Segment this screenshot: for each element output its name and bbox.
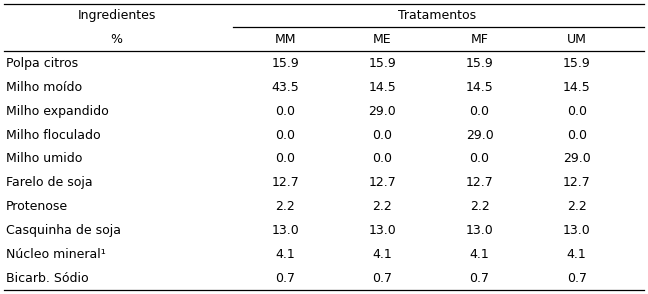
Text: 14.5: 14.5 bbox=[466, 81, 493, 94]
Text: ME: ME bbox=[373, 33, 391, 46]
Text: 0.0: 0.0 bbox=[275, 105, 295, 118]
Text: 0.0: 0.0 bbox=[373, 128, 392, 142]
Text: 15.9: 15.9 bbox=[466, 57, 493, 70]
Text: 0.0: 0.0 bbox=[275, 152, 295, 166]
Text: 12.7: 12.7 bbox=[466, 176, 493, 189]
Text: 2.2: 2.2 bbox=[567, 200, 586, 213]
Text: 14.5: 14.5 bbox=[563, 81, 590, 94]
Text: 2.2: 2.2 bbox=[373, 200, 392, 213]
Text: Milho moído: Milho moído bbox=[6, 81, 82, 94]
Text: 14.5: 14.5 bbox=[369, 81, 396, 94]
Text: 4.1: 4.1 bbox=[567, 248, 586, 261]
Text: 0.7: 0.7 bbox=[470, 272, 489, 285]
Text: Casquinha de soja: Casquinha de soja bbox=[6, 224, 121, 237]
Text: 12.7: 12.7 bbox=[563, 176, 590, 189]
Text: 13.0: 13.0 bbox=[466, 224, 493, 237]
Text: 0.7: 0.7 bbox=[373, 272, 392, 285]
Text: 13.0: 13.0 bbox=[272, 224, 299, 237]
Text: MF: MF bbox=[470, 33, 489, 46]
Text: 4.1: 4.1 bbox=[470, 248, 489, 261]
Text: 0.0: 0.0 bbox=[470, 105, 489, 118]
Text: 12.7: 12.7 bbox=[272, 176, 299, 189]
Text: 0.7: 0.7 bbox=[567, 272, 586, 285]
Text: 15.9: 15.9 bbox=[272, 57, 299, 70]
Text: 4.1: 4.1 bbox=[275, 248, 295, 261]
Text: Bicarb. Sódio: Bicarb. Sódio bbox=[6, 272, 89, 285]
Text: 0.0: 0.0 bbox=[470, 152, 489, 166]
Text: 12.7: 12.7 bbox=[369, 176, 396, 189]
Text: Milho floculado: Milho floculado bbox=[6, 128, 100, 142]
Text: 29.0: 29.0 bbox=[563, 152, 590, 166]
Text: Tratamentos: Tratamentos bbox=[399, 9, 476, 22]
Text: 2.2: 2.2 bbox=[470, 200, 489, 213]
Text: MM: MM bbox=[274, 33, 296, 46]
Text: 2.2: 2.2 bbox=[275, 200, 295, 213]
Text: 0.0: 0.0 bbox=[567, 105, 586, 118]
Text: Protenose: Protenose bbox=[6, 200, 68, 213]
Text: 0.0: 0.0 bbox=[275, 128, 295, 142]
Text: Milho expandido: Milho expandido bbox=[6, 105, 109, 118]
Text: 0.0: 0.0 bbox=[567, 128, 586, 142]
Text: %: % bbox=[111, 33, 122, 46]
Text: 15.9: 15.9 bbox=[369, 57, 396, 70]
Text: 0.0: 0.0 bbox=[373, 152, 392, 166]
Text: 29.0: 29.0 bbox=[466, 128, 493, 142]
Text: Milho umido: Milho umido bbox=[6, 152, 82, 166]
Text: Ingredientes: Ingredientes bbox=[78, 9, 156, 22]
Text: 0.7: 0.7 bbox=[275, 272, 295, 285]
Text: 43.5: 43.5 bbox=[272, 81, 299, 94]
Text: 13.0: 13.0 bbox=[369, 224, 396, 237]
Text: Núcleo mineral¹: Núcleo mineral¹ bbox=[6, 248, 106, 261]
Text: 15.9: 15.9 bbox=[563, 57, 590, 70]
Text: Farelo de soja: Farelo de soja bbox=[6, 176, 93, 189]
Text: 4.1: 4.1 bbox=[373, 248, 392, 261]
Text: UM: UM bbox=[567, 33, 586, 46]
Text: 13.0: 13.0 bbox=[563, 224, 590, 237]
Text: Polpa citros: Polpa citros bbox=[6, 57, 78, 70]
Text: 29.0: 29.0 bbox=[369, 105, 396, 118]
